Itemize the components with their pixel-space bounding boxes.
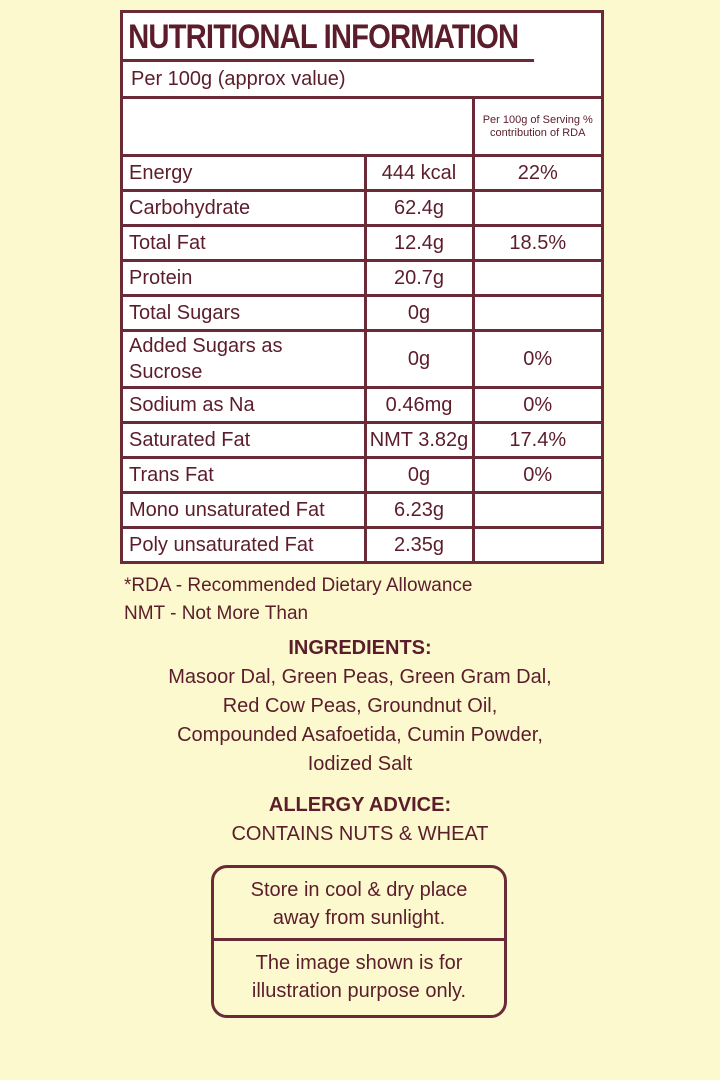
storage-line: Store in cool & dry place	[250, 879, 468, 901]
ingredients-list: Masoor Dal, Green Peas, Green Gram Dal, …	[0, 663, 720, 779]
table-row: Total Sugars 0g	[123, 294, 601, 331]
nutrition-panel: NUTRITIONAL INFORMATION Per 100g (approx…	[120, 10, 604, 564]
ingredients-line: Iodized Salt	[307, 753, 413, 775]
nutrient-rda	[471, 259, 601, 296]
image-disclaimer: The image shown is for illustration purp…	[214, 941, 504, 1015]
per-100g-label: Per 100g (approx value)	[123, 62, 601, 99]
nutrient-rda: 0%	[471, 456, 601, 493]
nutrient-rda	[471, 189, 601, 226]
nutrient-name: Added Sugars as Sucrose	[123, 329, 365, 388]
storage-line: away from sunlight.	[272, 907, 446, 929]
nutrient-rda	[471, 491, 601, 528]
ingredients-heading: INGREDIENTS:	[288, 637, 432, 659]
allergy-heading: ALLERGY ADVICE:	[268, 794, 452, 816]
nutrition-table: Per 100g of Serving % contribution of RD…	[123, 99, 601, 561]
nutrient-value: 6.23g	[363, 491, 473, 528]
table-row: Saturated Fat NMT 3.82g 17.4%	[123, 421, 601, 458]
nutrient-name: Total Sugars	[123, 294, 365, 331]
nutrient-name: Mono unsaturated Fat	[123, 491, 365, 528]
nutrient-value: NMT 3.82g	[363, 421, 473, 458]
footnotes: *RDA - Recommended Dietary Allowance NMT…	[124, 572, 720, 628]
nutrient-name: Poly unsaturated Fat	[123, 526, 365, 561]
nutrient-value: 62.4g	[363, 189, 473, 226]
nutrient-name: Saturated Fat	[123, 421, 365, 458]
table-row: Poly unsaturated Fat 2.35g	[123, 526, 601, 561]
table-row: Carbohydrate 62.4g	[123, 189, 601, 226]
nutrient-rda	[471, 294, 601, 331]
storage-disclaimer-box: Store in cool & dry place away from sunl…	[211, 865, 507, 1018]
nutrient-name: Protein	[123, 259, 365, 296]
nutrient-name: Energy	[123, 154, 365, 191]
nutrient-value: 0g	[363, 294, 473, 331]
table-row: Added Sugars as Sucrose 0g 0%	[123, 329, 601, 388]
nutrient-value: 20.7g	[363, 259, 473, 296]
header-blank-cell	[123, 99, 473, 156]
nutrient-name: Sodium as Na	[123, 386, 365, 423]
nutrient-value: 0g	[363, 456, 473, 493]
nutrient-name: Carbohydrate	[123, 189, 365, 226]
nutrient-value: 0.46mg	[363, 386, 473, 423]
ingredients-line: Red Cow Peas, Groundnut Oil,	[222, 695, 498, 717]
table-row: Total Fat 12.4g 18.5%	[123, 224, 601, 261]
nutrient-value: 0g	[363, 329, 473, 388]
nutrient-rda: 17.4%	[471, 421, 601, 458]
table-row: Sodium as Na 0.46mg 0%	[123, 386, 601, 423]
nutrient-rda: 18.5%	[471, 224, 601, 261]
nutrient-value: 2.35g	[363, 526, 473, 561]
nmt-note: NMT - Not More Than	[124, 603, 309, 624]
nutrient-rda: 0%	[471, 386, 601, 423]
disclaimer-line: The image shown is for	[255, 952, 463, 974]
storage-instructions: Store in cool & dry place away from sunl…	[214, 868, 504, 941]
table-row: Energy 444 kcal 22%	[123, 154, 601, 191]
nutrient-value: 444 kcal	[363, 154, 473, 191]
table-row: Mono unsaturated Fat 6.23g	[123, 491, 601, 528]
label-page: NUTRITIONAL INFORMATION Per 100g (approx…	[0, 10, 720, 1018]
nutrient-name: Trans Fat	[123, 456, 365, 493]
allergy-text: CONTAINS NUTS & WHEAT	[231, 823, 489, 845]
table-row: Trans Fat 0g 0%	[123, 456, 601, 493]
rda-note: *RDA - Recommended Dietary Allowance	[124, 575, 473, 596]
nutrient-rda	[471, 526, 601, 561]
table-row: Protein 20.7g	[123, 259, 601, 296]
rda-column-header: Per 100g of Serving % contribution of RD…	[471, 99, 601, 156]
ingredients-line: Masoor Dal, Green Peas, Green Gram Dal,	[168, 666, 552, 688]
disclaimer-line: illustration purpose only.	[251, 980, 467, 1002]
nutrition-title: NUTRITIONAL INFORMATION	[123, 13, 535, 62]
nutrient-value: 12.4g	[363, 224, 473, 261]
ingredients-line: Compounded Asafoetida, Cumin Powder,	[177, 724, 543, 746]
nutrient-rda: 0%	[471, 329, 601, 388]
nutrient-rda: 22%	[471, 154, 601, 191]
nutrient-name: Total Fat	[123, 224, 365, 261]
table-header-row: Per 100g of Serving % contribution of RD…	[123, 99, 601, 156]
